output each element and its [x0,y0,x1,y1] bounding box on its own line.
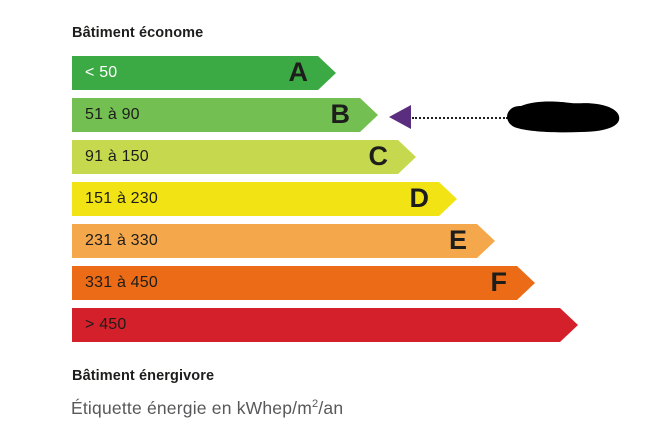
unit-text-after: /an [318,398,344,418]
bar-grade-letter-a: A [288,57,309,87]
unit-superscript: 2 [312,398,319,411]
energy-class-bar-d: 151 à 230 D [72,182,457,216]
bar-shape-b [72,98,378,132]
bar-shape-c [72,140,416,174]
unit-text-before: Étiquette énergie en kWhep/m [71,398,313,418]
bar-grade-letter-e: E [448,225,467,255]
energy-class-bar-e: 231 à 330 E [72,224,495,258]
bar-shape-a [72,56,336,90]
bar-range-label-c: 91 à 150 [85,148,149,165]
energy-class-bar-a: < 50 A [72,56,336,90]
bar-shape-g [72,308,578,342]
bar-shape-e [72,224,495,258]
bar-range-label-e: 231 à 330 [85,232,158,249]
bar-grade-letter-f: F [490,267,508,297]
caption-energy-unit: Étiquette énergie en kWhep/m2/an [71,398,343,419]
bar-shape-f [72,266,535,300]
bar-range-label-g: > 450 [85,316,127,333]
bar-range-label-a: < 50 [85,64,118,81]
bar-shape-d [72,182,457,216]
caption-economical-building: Bâtiment économe [72,25,204,41]
caption-energy-consuming-building: Bâtiment énergivore [72,368,215,384]
energy-class-bar-f: 331 à 450 F [72,266,535,300]
bar-range-label-f: 331 à 450 [85,274,158,291]
bar-grade-letter-d: D [409,183,430,213]
energy-class-bar-g: > 450 [72,308,578,342]
bar-grade-letter-c: C [368,141,389,171]
bar-grade-letter-b: B [330,99,351,129]
energy-class-bar-b: 51 à 90 B [72,98,378,132]
bar-range-label-b: 51 à 90 [85,106,140,123]
energy-class-bar-c: 91 à 150 C [72,140,416,174]
bar-range-label-d: 151 à 230 [85,190,158,207]
